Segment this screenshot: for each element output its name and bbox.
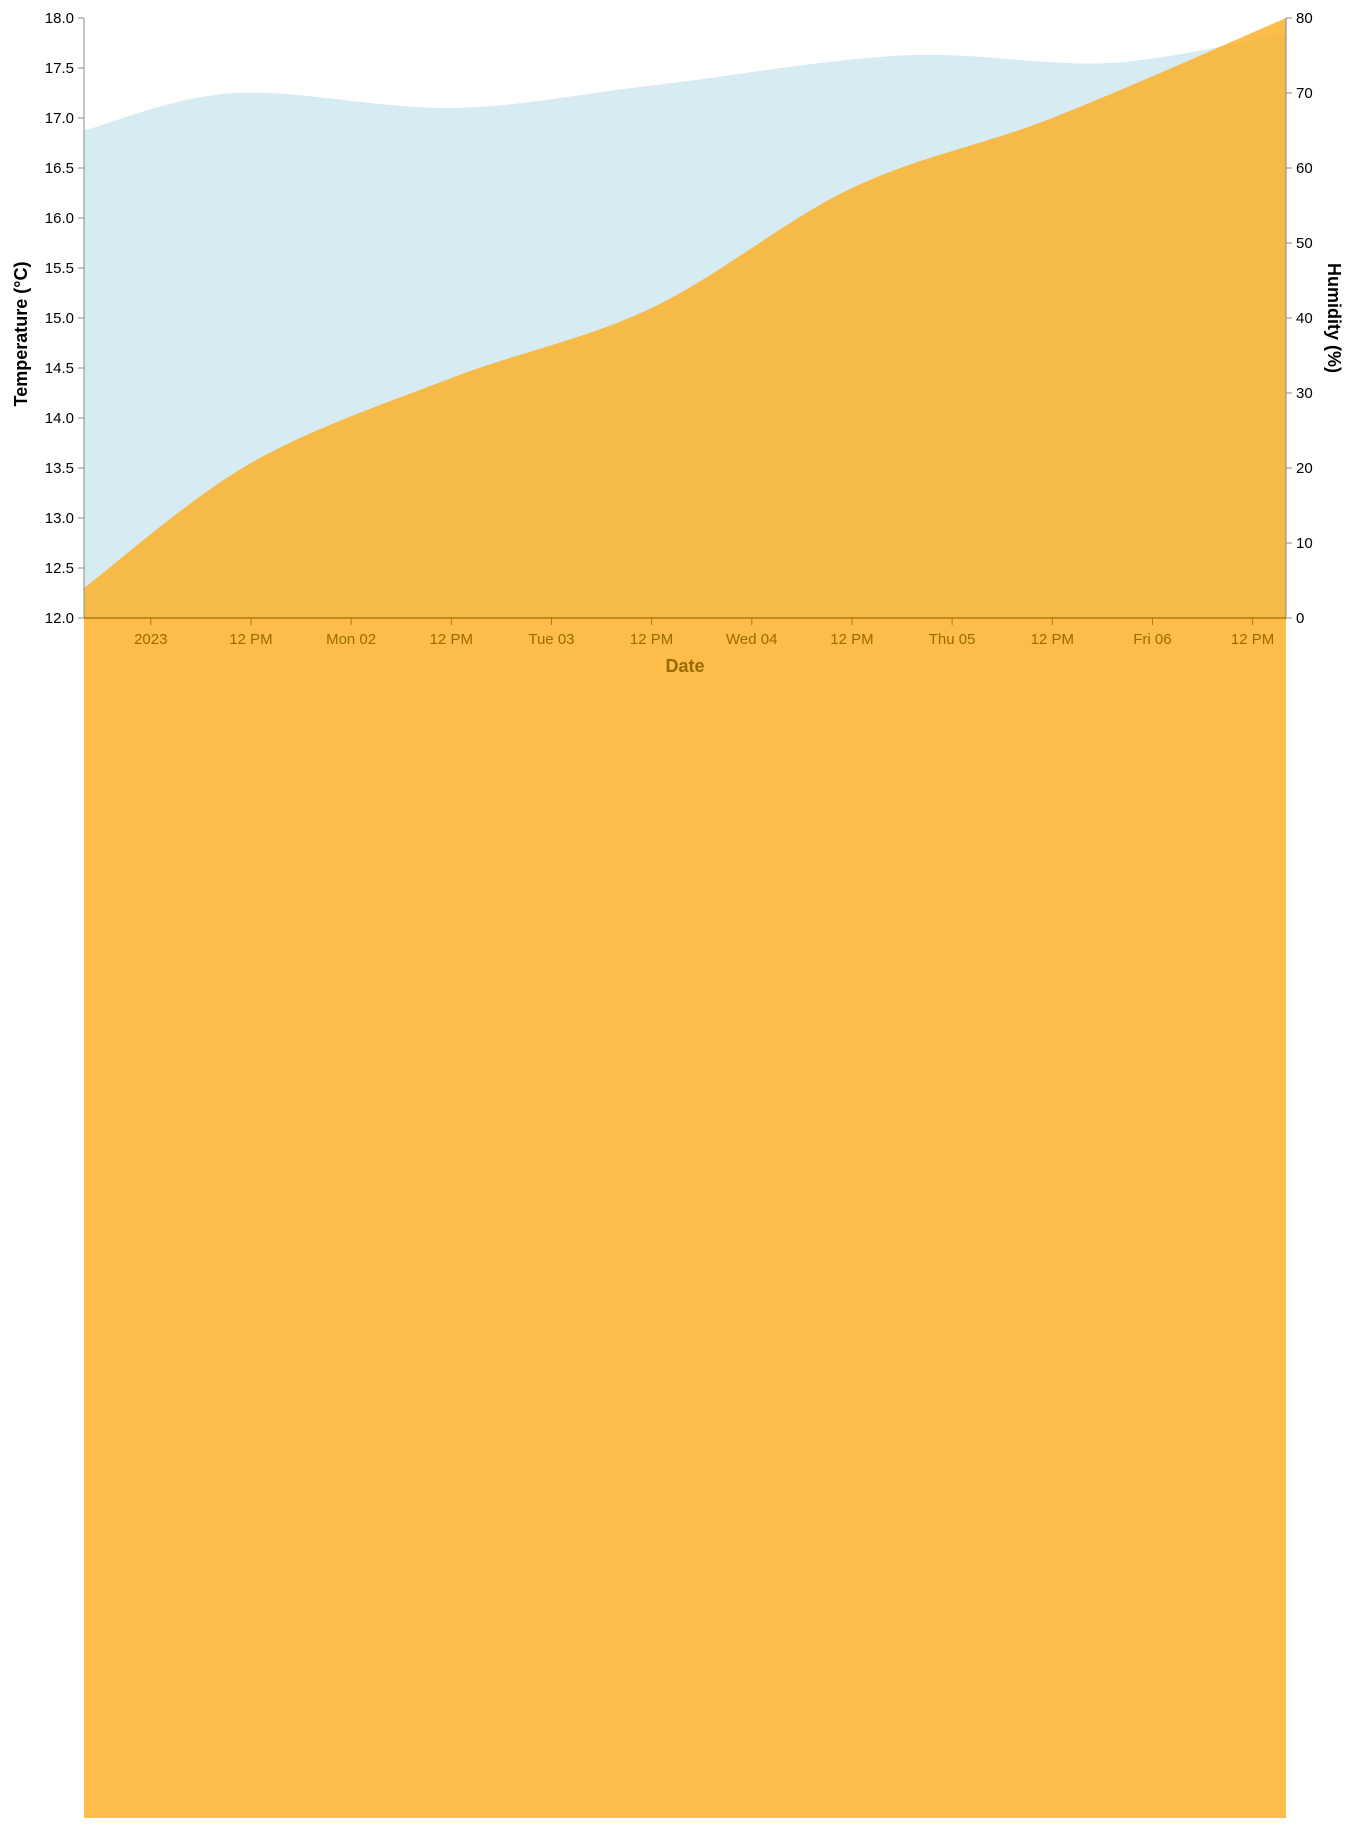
date-tick-label: 12 PM [1231, 631, 1274, 648]
temperature-tick-label: 13.5 [45, 460, 74, 477]
date-tick-label: Tue 03 [528, 631, 574, 648]
humidity-tick-label: 50 [1296, 235, 1313, 252]
temperature-tick-label: 17.0 [45, 110, 74, 127]
temperature-tick-label: 12.0 [45, 610, 74, 627]
temperature-tick-label: 14.0 [45, 410, 74, 427]
humidity-tick-label: 40 [1296, 310, 1313, 327]
humidity-tick-label: 70 [1296, 85, 1313, 102]
temperature-tick-label: 13.0 [45, 510, 74, 527]
temperature-tick-label: 17.5 [45, 60, 74, 77]
date-axis: 2023 12 PM Mon 02 12 PM Tue 03 12 PM Wed 04 12 … [84, 617, 1286, 648]
temperature-tick-label: 14.5 [45, 360, 74, 377]
area-layer [84, 18, 1286, 1818]
humidity-axis-title: Humidity (%) [1324, 263, 1344, 373]
date-axis-title: Date [665, 656, 704, 676]
temperature-tick-label: 18.0 [45, 10, 74, 27]
humidity-tick-label: 0 [1296, 610, 1304, 627]
date-tick-label: 12 PM [830, 631, 873, 648]
date-tick-label: Wed 04 [726, 631, 777, 648]
date-tick-label: 12 PM [630, 631, 673, 648]
temperature-axis-title: Temperature (°C) [11, 262, 31, 407]
temperature-area [84, 18, 1286, 1818]
date-tick-label: Thu 05 [929, 631, 976, 648]
humidity-tick-label: 30 [1296, 385, 1313, 402]
temperature-axis: 12.0 12.5 13.0 13.5 14.0 14.5 15.0 15.5 16.0 16.5… [45, 10, 85, 627]
temperature-tick-label: 16.0 [45, 210, 74, 227]
date-tick-label: Fri 06 [1133, 631, 1171, 648]
humidity-axis: 0 10 20 30 40 50 60 70 80 [1285, 10, 1313, 627]
date-tick-label: 12 PM [1031, 631, 1074, 648]
temperature-tick-label: 15.0 [45, 310, 74, 327]
date-tick-label: Mon 02 [326, 631, 376, 648]
humidity-tick-label: 20 [1296, 460, 1313, 477]
temperature-tick-label: 16.5 [45, 160, 74, 177]
date-tick-label: 12 PM [229, 631, 272, 648]
humidity-tick-label: 10 [1296, 535, 1313, 552]
humidity-tick-label: 80 [1296, 10, 1313, 27]
temperature-tick-label: 12.5 [45, 560, 74, 577]
temperature-tick-label: 15.5 [45, 260, 74, 277]
date-tick-label: 12 PM [430, 631, 473, 648]
date-tick-label: 2023 [134, 631, 167, 648]
humidity-tick-label: 60 [1296, 160, 1313, 177]
